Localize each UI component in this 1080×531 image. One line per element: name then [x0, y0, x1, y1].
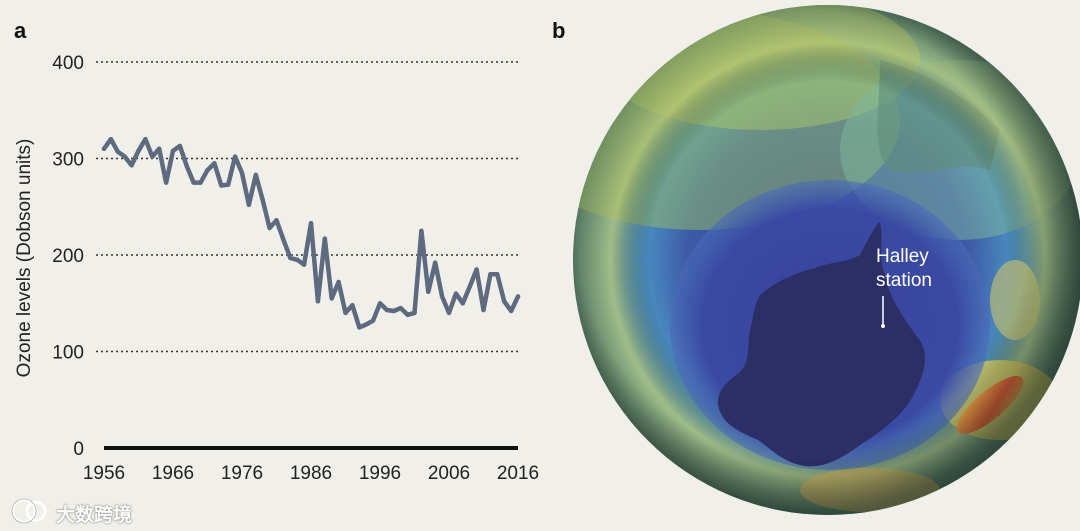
data-point-1966 — [170, 148, 176, 153]
data-point-2016 — [515, 294, 521, 299]
data-point-1958 — [115, 149, 121, 154]
data-point-1988 — [322, 236, 327, 241]
data-point-2009 — [467, 284, 472, 290]
x-tick-label: 2016 — [497, 463, 539, 484]
series-points — [101, 137, 521, 330]
data-point-1971 — [205, 167, 210, 173]
data-point-1993 — [357, 325, 362, 330]
data-point-1978 — [253, 172, 258, 178]
x-tick-label: 1956 — [83, 463, 125, 484]
data-point-1992 — [350, 302, 355, 308]
data-point-1963 — [150, 154, 155, 159]
x-tick-label: 2006 — [428, 463, 470, 484]
watermark-text: 大数跨境 — [56, 504, 133, 526]
data-point-2011 — [481, 307, 486, 313]
data-point-1972 — [212, 161, 217, 166]
data-point-2007 — [453, 291, 459, 296]
data-point-1973 — [219, 183, 224, 188]
data-point-2015 — [508, 308, 514, 314]
data-point-1983 — [288, 255, 293, 261]
watermark: 大数跨境 — [10, 496, 170, 526]
data-point-2013 — [495, 272, 500, 277]
data-point-1959 — [122, 154, 127, 159]
data-point-1996 — [377, 301, 383, 306]
x-tick-label: 1986 — [290, 463, 332, 484]
data-point-2000 — [405, 312, 410, 318]
ozone-globe-map: Halley station — [573, 5, 1080, 515]
data-point-1989 — [329, 296, 334, 301]
y-axis-title: Ozone levels (Dobson units) — [14, 139, 35, 378]
data-point-1957 — [108, 137, 114, 142]
data-point-1990 — [336, 279, 341, 285]
data-point-1970 — [198, 180, 203, 185]
ozone-line-chart: 400 300 200 100 0 1956 1966 1976 1986 1996 2006 20… — [14, 53, 539, 484]
data-point-1977 — [246, 202, 252, 208]
data-point-1967 — [177, 143, 183, 149]
data-point-1985 — [301, 262, 307, 267]
halley-station-marker — [881, 324, 885, 328]
data-point-1965 — [163, 180, 169, 185]
data-point-1956 — [101, 146, 107, 152]
watermark-logo-icon — [11, 498, 47, 524]
y-tick-label: 400 — [52, 53, 84, 74]
data-point-2002 — [419, 228, 424, 234]
y-tick-label: 300 — [52, 150, 84, 171]
panel-label-b: b — [552, 18, 565, 43]
data-point-1962 — [143, 137, 148, 142]
x-tick-labels: 1956 1966 1976 1986 1996 2006 2016 — [83, 463, 539, 484]
data-point-2006 — [446, 310, 452, 316]
data-point-2012 — [488, 272, 493, 277]
panel-label-a: a — [14, 18, 27, 43]
data-point-1997 — [384, 307, 390, 313]
data-point-1991 — [343, 310, 348, 316]
data-point-2014 — [502, 299, 507, 304]
data-point-1994 — [364, 322, 369, 327]
data-point-1974 — [226, 182, 231, 187]
halley-station-label-line1: Halley — [876, 246, 929, 267]
data-point-2008 — [460, 301, 465, 306]
data-point-1987 — [315, 299, 321, 304]
data-point-1982 — [281, 237, 286, 242]
data-point-1980 — [267, 225, 272, 231]
globe-edge-shade — [573, 5, 1080, 515]
data-point-1961 — [136, 148, 141, 153]
data-point-1976 — [239, 170, 245, 176]
data-point-2005 — [439, 294, 445, 299]
data-point-1979 — [260, 197, 265, 203]
data-point-1969 — [191, 180, 196, 185]
data-point-2001 — [412, 310, 417, 316]
data-point-1968 — [184, 164, 189, 169]
y-tick-label: 100 — [52, 343, 84, 364]
data-point-1986 — [308, 220, 314, 226]
data-point-1998 — [391, 308, 396, 314]
y-tick-label: 200 — [52, 246, 84, 267]
grid-lines — [96, 61, 520, 353]
x-tick-label: 1976 — [221, 463, 263, 484]
x-tick-label: 1966 — [152, 463, 194, 484]
data-point-1964 — [157, 146, 162, 152]
halley-station-label-line2: station — [876, 270, 932, 291]
y-tick-labels: 400 300 200 100 0 — [52, 53, 84, 460]
data-point-1984 — [295, 257, 300, 263]
data-point-1960 — [129, 163, 134, 168]
data-point-2003 — [426, 289, 431, 294]
y-tick-label: 0 — [73, 439, 84, 460]
data-point-1999 — [398, 305, 403, 311]
data-point-2004 — [433, 260, 438, 265]
x-tick-label: 1996 — [359, 463, 401, 484]
data-point-1995 — [370, 318, 376, 323]
series-line-ozone — [101, 136, 521, 330]
data-point-1975 — [232, 154, 238, 159]
data-point-2010 — [474, 267, 479, 272]
data-point-1981 — [274, 218, 279, 223]
